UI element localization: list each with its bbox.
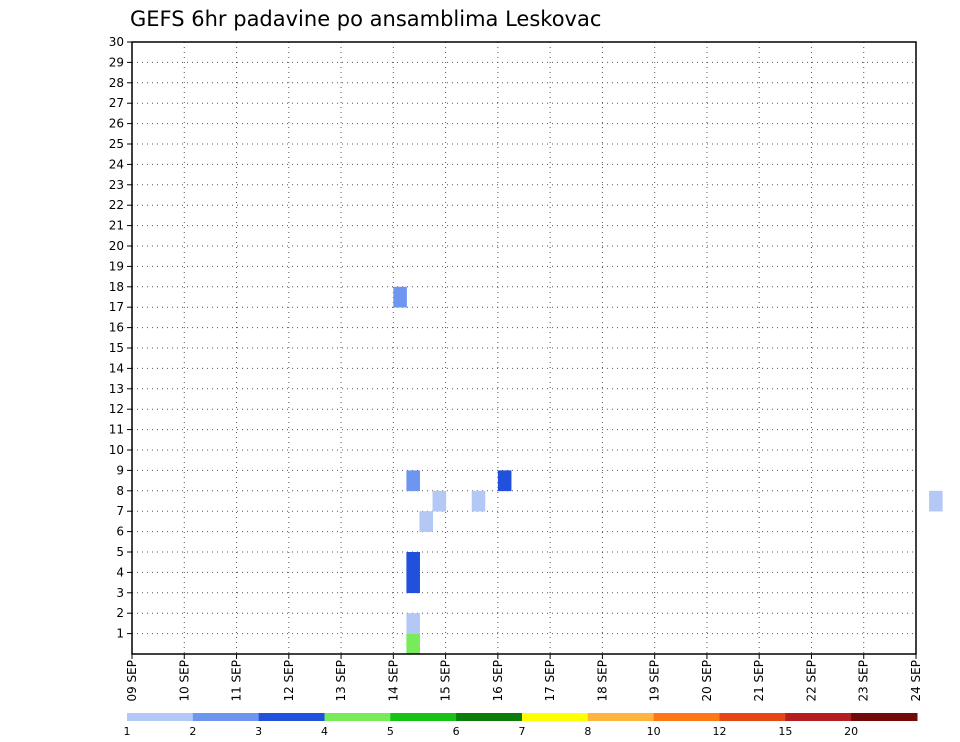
x-tick-label: 12 SEP [282, 660, 296, 702]
y-tick-label: 12 [109, 402, 124, 416]
y-tick-label: 9 [116, 463, 124, 477]
x-tick-label: 24 SEP [909, 660, 923, 702]
y-tick-label: 11 [109, 423, 124, 437]
precip-cell [406, 552, 420, 573]
y-tick-label: 8 [116, 484, 124, 498]
colorbar-swatch [258, 713, 325, 721]
x-tick-label: 17 SEP [543, 660, 557, 702]
precip-cell [471, 490, 486, 512]
colorbar-label: 8 [584, 725, 591, 738]
precip-cell [419, 511, 434, 532]
x-tick-label: 10 SEP [177, 660, 191, 702]
x-tick-label: 22 SEP [804, 660, 818, 702]
y-tick-label: 27 [109, 96, 124, 110]
colorbar-swatch [324, 713, 391, 721]
y-tick-label: 1 [116, 627, 124, 641]
y-tick-label: 3 [116, 586, 124, 600]
precip-cell [432, 490, 447, 512]
y-tick-label: 16 [109, 321, 124, 335]
plot-frame [131, 41, 917, 655]
x-tick-label: 20 SEP [700, 660, 714, 702]
y-tick-label: 29 [109, 55, 124, 69]
y-tick-label: 15 [109, 341, 124, 355]
y-tick-label: 18 [109, 280, 124, 294]
x-tick-label: 18 SEP [595, 660, 609, 702]
colorbar-swatch [522, 713, 589, 721]
colorbar-label: 10 [647, 725, 661, 738]
y-tick-label: 19 [109, 259, 124, 273]
colorbar-swatch [653, 713, 720, 721]
y-tick-label: 6 [116, 525, 124, 539]
x-tick-label: 13 SEP [334, 660, 348, 702]
x-tick-label: 19 SEP [648, 660, 662, 702]
precip-cell [406, 572, 420, 594]
colorbar: 1 2 3 4 5 6 7 8 10 12 15 20 [124, 713, 918, 738]
x-tick-label: 15 SEP [439, 660, 453, 702]
precip-cell [929, 490, 943, 512]
colorbar-swatch [719, 713, 786, 721]
colorbar-label: 20 [844, 725, 858, 738]
y-tick-label: 22 [109, 198, 124, 212]
precip-cell [406, 470, 420, 492]
x-tick-label: 16 SEP [491, 660, 505, 702]
x-tick-label: 21 SEP [752, 660, 766, 702]
grid [131, 41, 917, 654]
colorbar-swatch [127, 713, 194, 721]
colorbar-label: 12 [713, 725, 727, 738]
colorbar-swatch [192, 713, 260, 721]
colorbar-label: 3 [255, 725, 262, 738]
y-tick-label: 23 [109, 178, 124, 192]
colorbar-label: 5 [387, 725, 394, 738]
y-tick-label: 4 [116, 565, 124, 579]
colorbar-swatch [390, 713, 457, 721]
x-axis: 09 SEP 10 SEP 11 SEP 12 SEP 13 SEP 14 SEP 15 S… [125, 654, 923, 702]
y-tick-label: 26 [109, 117, 124, 131]
x-tick-label: 23 SEP [857, 660, 871, 702]
x-tick-label: 14 SEP [386, 660, 400, 702]
colorbar-label: 1 [124, 725, 131, 738]
y-tick-label: 14 [109, 361, 124, 375]
chart-title: GEFS 6hr padavine po ansamblima Leskovac [130, 7, 601, 31]
colorbar-swatch [851, 713, 918, 721]
precip-cell [406, 633, 420, 655]
precip-cell [393, 286, 407, 308]
ensemble-cells [393, 286, 943, 655]
x-tick-label: 09 SEP [125, 660, 139, 702]
colorbar-swatch [587, 713, 655, 721]
y-axis: 1234567891011121314151617181920212223242… [109, 35, 132, 641]
y-tick-label: 24 [109, 157, 124, 171]
colorbar-label: 7 [519, 725, 526, 738]
x-tick-label: 11 SEP [230, 660, 244, 702]
y-tick-label: 30 [109, 35, 124, 49]
colorbar-label: 2 [189, 725, 196, 738]
colorbar-swatch [456, 713, 523, 721]
y-tick-label: 5 [116, 545, 124, 559]
precip-cell [497, 470, 512, 492]
y-tick-label: 10 [109, 443, 124, 457]
y-tick-label: 13 [109, 382, 124, 396]
colorbar-label: 15 [778, 725, 792, 738]
y-tick-label: 21 [109, 219, 124, 233]
colorbar-swatch [785, 713, 852, 721]
y-tick-label: 25 [109, 137, 124, 151]
y-tick-label: 2 [116, 606, 124, 620]
precip-cell [406, 613, 420, 634]
y-tick-label: 28 [109, 76, 124, 90]
colorbar-label: 6 [453, 725, 460, 738]
colorbar-label: 4 [321, 725, 328, 738]
y-tick-label: 20 [109, 239, 124, 253]
y-tick-label: 7 [116, 504, 124, 518]
y-tick-label: 17 [109, 300, 124, 314]
